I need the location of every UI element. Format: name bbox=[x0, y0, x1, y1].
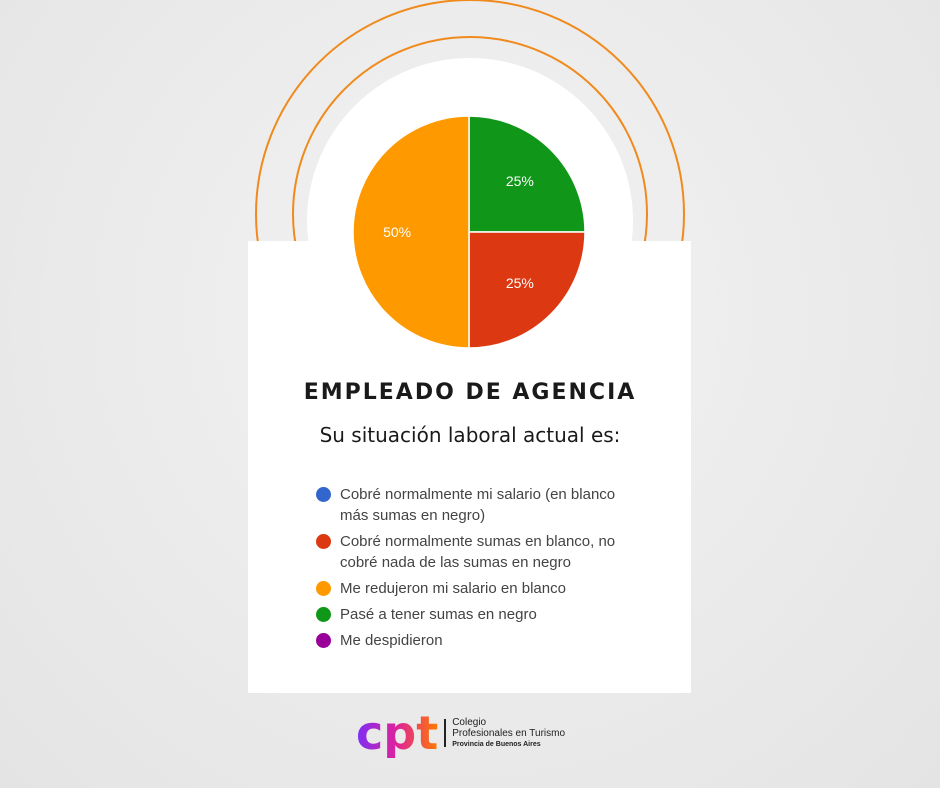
legend-item: Cobré normalmente sumas en blanco, no co… bbox=[316, 531, 636, 573]
logo-line1: Colegio bbox=[452, 716, 487, 728]
legend-item: Me despidieron bbox=[316, 630, 636, 651]
logo-line3: Provincia de Buenos Aires bbox=[452, 740, 541, 748]
pie-slice bbox=[352, 115, 470, 349]
legend: Cobré normalmente mi salario (en blanco … bbox=[316, 484, 636, 656]
legend-label: Cobré normalmente mi salario (en blanco … bbox=[340, 486, 616, 524]
chart-subtitle: Su situación laboral actual es: bbox=[319, 423, 621, 447]
logo-mark: cpt bbox=[356, 706, 439, 760]
chart-title: EMPLEADO DE AGENCIA bbox=[303, 380, 637, 405]
legend-label: Cobré normalmente sumas en blanco, no co… bbox=[340, 533, 616, 571]
legend-item: Pasé a tener sumas en negro bbox=[316, 604, 636, 625]
slice-label: 50% bbox=[383, 224, 411, 240]
pie-slice bbox=[468, 231, 586, 349]
logo-divider bbox=[444, 719, 447, 747]
legend-label: Me despidieron bbox=[340, 632, 443, 649]
legend-dot-icon bbox=[316, 581, 331, 596]
legend-label: Pasé a tener sumas en negro bbox=[340, 606, 537, 623]
legend-label: Me redujeron mi salario en blanco bbox=[340, 580, 566, 597]
legend-dot-icon bbox=[316, 633, 331, 648]
legend-item: Cobré normalmente mi salario (en blanco … bbox=[316, 484, 636, 526]
legend-item: Me redujeron mi salario en blanco bbox=[316, 578, 636, 599]
legend-dot-icon bbox=[316, 534, 331, 549]
legend-dot-icon bbox=[316, 487, 331, 502]
slice-label: 25% bbox=[506, 275, 534, 291]
legend-dot-icon bbox=[316, 607, 331, 622]
slice-label: 25% bbox=[506, 173, 534, 189]
logo-line2: Profesionales en Turismo bbox=[452, 727, 566, 739]
pie-slice bbox=[468, 115, 586, 233]
logo: cpt Colegio Profesionales en Turismo Pro… bbox=[356, 708, 565, 758]
